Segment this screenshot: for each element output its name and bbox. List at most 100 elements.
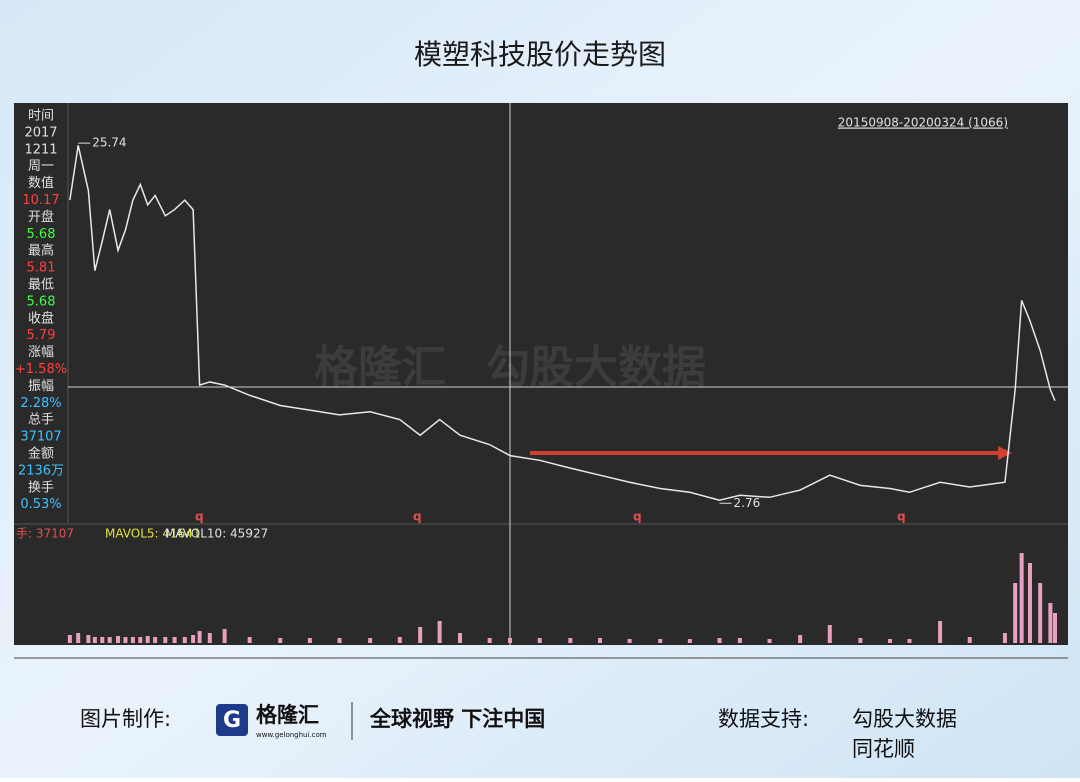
svg-text:q: q [897,510,906,524]
slogan: 全球视野 下注中国 [369,707,545,731]
source: 同花顺 [852,737,915,761]
volume-bar [67,635,72,643]
volume-bar [858,638,863,643]
info-text: 涨幅 [28,345,54,360]
annotation: 2.76 [734,496,761,510]
volume-bar [191,635,196,643]
volume-bar [597,638,602,643]
volume-bar [1038,583,1043,643]
logo: 格隆汇 [256,703,319,727]
source: 勾股大数据 [852,707,957,731]
info-text: 周一 [28,159,54,174]
info-text: 收盘 [28,310,54,326]
volume-header: MAVOL5: 41641 [105,527,201,541]
volume-bar [458,633,463,643]
info-text: 10.17 [22,193,59,208]
logo-icon-letter: G [223,708,241,733]
volume-bar [182,637,187,643]
volume-bar [337,638,342,643]
date-range: 20150908-20200324 (1066) [838,116,1008,130]
volume-bar [907,639,912,643]
volume-bar [222,629,227,643]
volume-bar [737,638,742,643]
volume-bar [247,637,252,643]
annotation: 25.74 [92,136,126,150]
volume-header: 手: 37107 [16,527,74,541]
volume-bar [798,635,803,643]
volume-bar [827,625,832,643]
price-line [69,145,1056,502]
volume-bar [368,638,373,643]
svg-text:q: q [195,510,204,524]
info-text: 5.81 [27,261,56,276]
volume-bar [172,637,177,643]
trend-arrow-head [998,446,1012,460]
volume-bar [1013,583,1018,643]
info-text: 换手 [28,480,54,495]
watermark: 格隆汇 勾股大数据 [314,342,706,393]
info-text: 金额 [28,446,54,462]
volume-bar [1027,563,1032,643]
volume-bar [207,633,212,643]
maker-label: 图片制作: [80,707,171,731]
volume-bar [658,639,663,643]
volume-bar [76,633,81,643]
info-text: 0.53% [20,497,61,512]
info-text: 时间 [28,109,54,124]
volume-bar [1019,553,1024,643]
info-text: 数值 [28,175,54,191]
info-text: 1211 [24,142,57,157]
volume-bar [418,627,423,643]
volume-bar [888,639,893,643]
volume-bar [100,637,105,643]
volume-bar [437,621,442,643]
info-text: 5.68 [27,294,56,309]
volume-bar [717,638,722,643]
volume-bar [1002,633,1007,643]
info-text: 37107 [20,430,61,445]
source-label: 数据支持: [718,707,809,731]
logo-icon [216,704,248,736]
info-text: +1.58% [15,362,67,377]
volume-bar [123,637,128,643]
info-text: 5.68 [27,227,56,242]
info-text: 最低 [28,278,54,293]
volume-bar [397,637,402,643]
info-text: 开盘 [28,209,54,225]
volume-bar [130,637,135,643]
volume-bar [537,638,542,643]
volume-bar [487,638,492,643]
volume-bar [307,638,312,643]
volume-bar [116,636,121,643]
volume-bar [145,636,150,643]
logo-url: www.gelonghui.com [256,731,327,739]
title: 模塑科技股价走势图 [414,38,666,71]
volume-bar [508,638,513,643]
volume-bar [278,638,283,643]
info-text: 2136万 [18,463,64,478]
info-text: 振幅 [28,379,54,394]
info-text: 最高 [28,243,54,259]
volume-bar [197,631,202,643]
volume-bar [627,639,632,643]
volume-bar [92,637,97,643]
volume-bar [86,635,91,643]
volume-bar [1053,613,1057,643]
info-text: 5.79 [27,328,56,343]
volume-bar [163,637,168,643]
volume-bar [687,639,692,643]
volume-bar [153,637,158,643]
chart-panel [14,103,1068,645]
svg-text:q: q [413,510,422,524]
volume-bar [938,621,943,643]
info-text: 总手 [28,413,54,428]
info-text: 2017 [24,125,57,140]
volume-bar [967,637,972,643]
info-text: 2.28% [20,396,61,411]
volume-header: MAVOL10: 45927 [165,527,268,541]
volume-bar [107,637,112,643]
svg-text:q: q [633,510,642,524]
volume-bar [1048,603,1053,643]
